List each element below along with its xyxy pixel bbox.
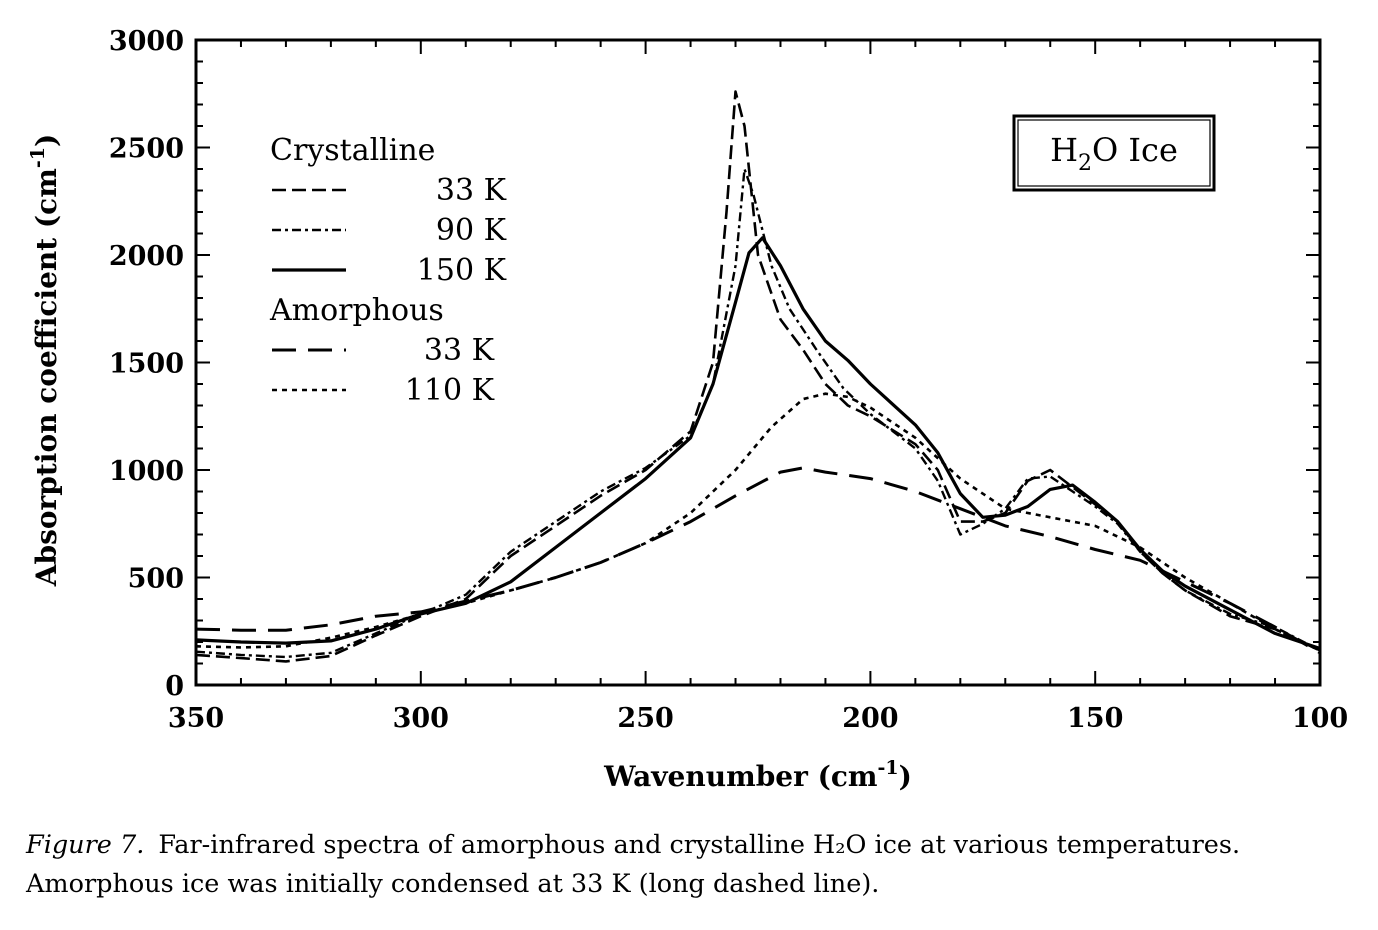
legend-group-title: Amorphous	[269, 293, 444, 328]
y-axis-title: Absorption coefficient (cm-1)	[27, 134, 63, 587]
x-tick-label: 350	[168, 703, 224, 734]
series-amorphous-110k	[195, 392, 1321, 652]
y-tick-label: 500	[128, 564, 184, 595]
y-tick-label: 2500	[109, 134, 184, 165]
h2o-ice-label-box: H2O Ice	[1012, 114, 1216, 192]
svg-text:H2O Ice: H2O Ice	[1050, 131, 1178, 176]
y-tick-label: 2000	[109, 241, 184, 272]
y-tick-label: 1000	[109, 456, 184, 487]
x-tick-label: 150	[1067, 703, 1123, 734]
legend-entry-label: 110 K	[405, 373, 495, 408]
chart: 350 300 250 200 150 1000500100015002000250030…	[27, 26, 1348, 793]
y-tick-label: 0	[165, 671, 184, 702]
figure-caption: Figure 7. Far-infrared spectra of amorpho…	[26, 826, 1346, 904]
legend-entry-label: 33 K	[436, 173, 507, 208]
x-tick-label: 200	[842, 703, 898, 734]
plot-frame	[194, 38, 1322, 687]
tick-labels: 350 300 250 200 150 1000500100015002000250030…	[109, 26, 1348, 734]
x-tick-label: 250	[617, 703, 673, 734]
y-tick-label: 3000	[109, 26, 184, 57]
caption-text: Far-infrared spectra of amorphous and cr…	[26, 830, 1241, 899]
x-tick-label: 300	[393, 703, 449, 734]
legend-group-title: Crystalline	[270, 133, 435, 168]
x-axis-title: Wavenumber (cm-1)	[603, 757, 912, 793]
legend-entry-label: 150 K	[417, 253, 507, 288]
y-tick-label: 1500	[109, 349, 184, 380]
legend-entry-label: 33 K	[424, 333, 495, 368]
series-layer	[195, 90, 1321, 663]
series-amorphous-33k	[195, 466, 1321, 655]
legend-entry-label: 90 K	[436, 213, 507, 248]
x-tick-label: 100	[1292, 703, 1348, 734]
figure-label: Figure 7.	[26, 830, 145, 860]
